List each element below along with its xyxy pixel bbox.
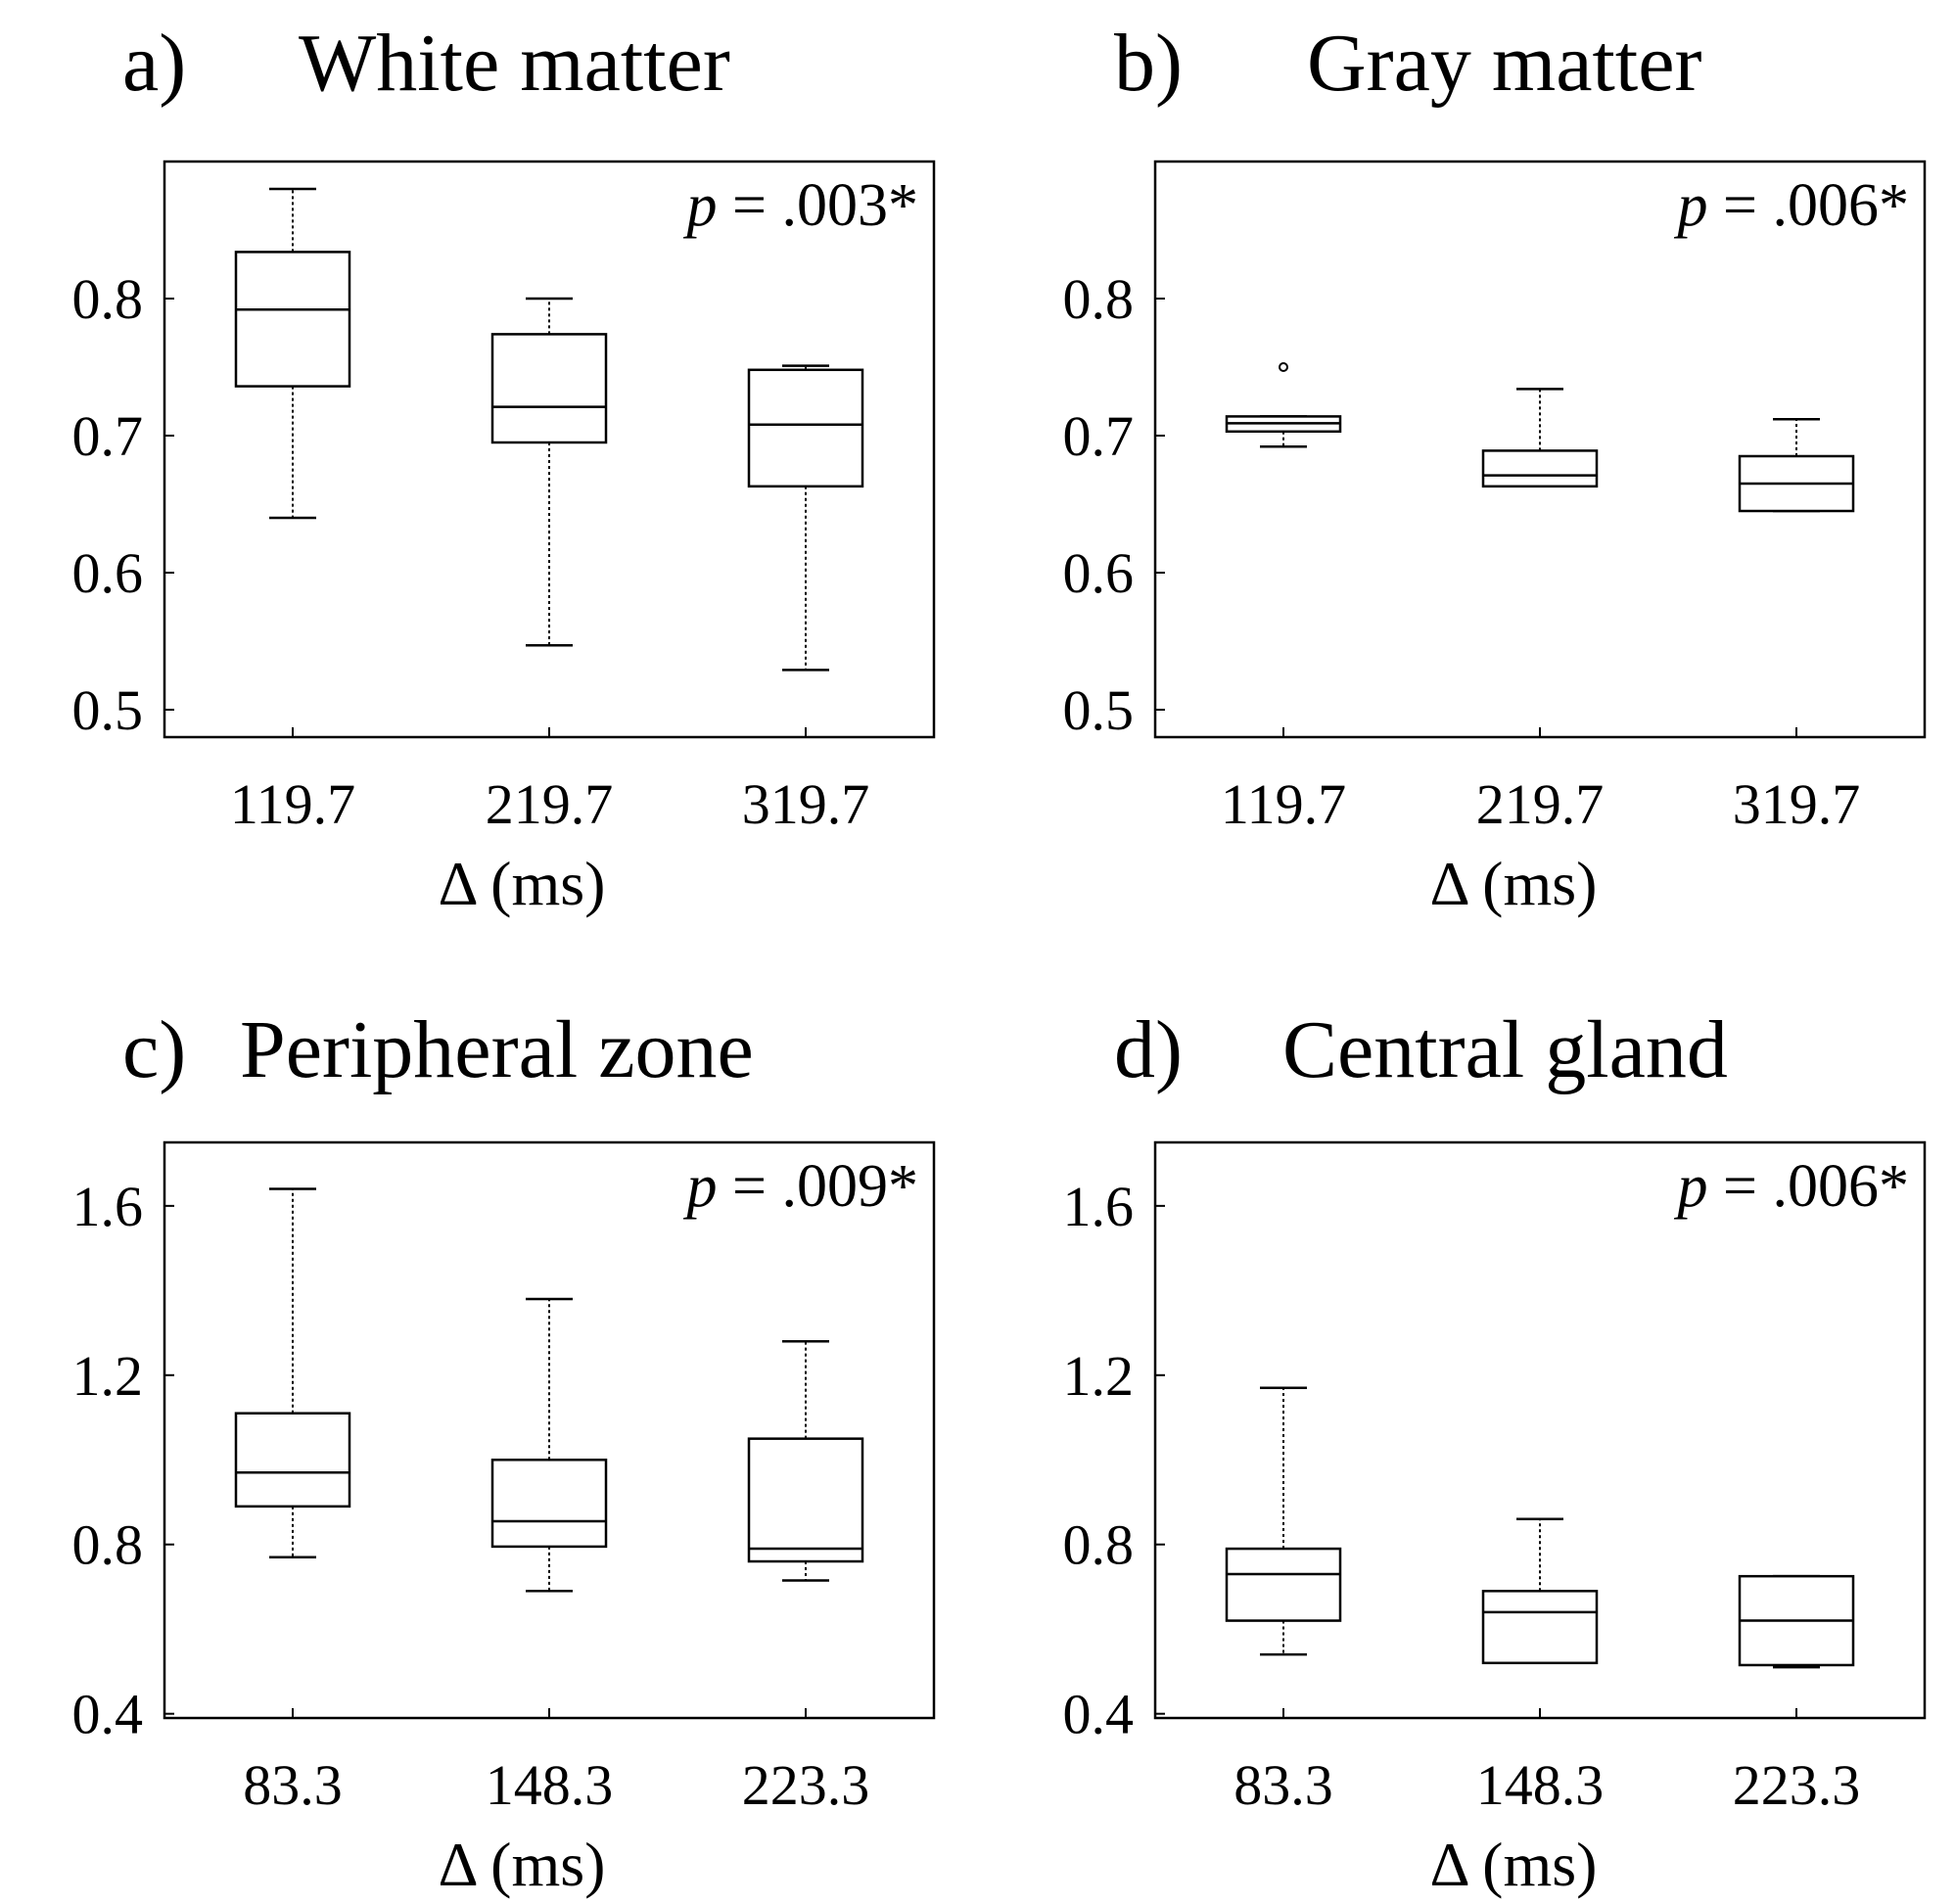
p-symbol: p	[683, 1153, 718, 1220]
p-value-annotation: p = .006*	[1674, 1153, 1909, 1220]
x-tick-label: 83.3	[1234, 1753, 1333, 1817]
boxes-group	[234, 187, 864, 672]
x-tick-label: 319.7	[1733, 772, 1861, 836]
x-axis-label: Δ (ms)	[1430, 849, 1598, 918]
y-tick-label: 0.4	[1063, 1683, 1135, 1746]
p-value-annotation: p = .003*	[683, 172, 918, 239]
x-axis-label: Δ (ms)	[439, 1830, 606, 1899]
x-tick-label: 119.7	[230, 772, 355, 836]
iqr-box	[490, 1459, 608, 1549]
y-tick-label: 1.6	[1063, 1175, 1135, 1238]
p-value: = .003*	[718, 172, 918, 239]
y-tick-label: 1.2	[1063, 1344, 1135, 1408]
box-83.3	[234, 1187, 351, 1558]
iqr-box	[1481, 449, 1599, 488]
y-tick-label: 0.7	[1063, 404, 1135, 468]
x-tick-label: 319.7	[742, 772, 870, 836]
box-148.3	[490, 1297, 608, 1593]
boxes-group	[234, 1187, 864, 1593]
x-tick-label: 148.3	[1476, 1753, 1605, 1817]
panel-white-matter: a) White matter p = .003* 0.5 0.6 0.7 0.…	[72, 18, 936, 918]
p-value-annotation: p = .006*	[1674, 172, 1909, 239]
y-tick-label: 0.8	[1063, 1513, 1135, 1577]
panel-title: Central gland	[1282, 1004, 1728, 1095]
y-ticks: 0.5 0.6 0.7 0.8	[1063, 267, 1135, 742]
iqr-box	[234, 1412, 351, 1509]
p-value: = .006*	[1708, 1153, 1909, 1220]
outlier-point	[1279, 362, 1288, 372]
y-ticks: 0.4 0.8 1.2 1.6	[1063, 1175, 1135, 1746]
x-ticks: 119.7 219.7 319.7	[1221, 772, 1860, 836]
box-119.7	[1225, 362, 1342, 448]
p-value: = .006*	[1708, 172, 1909, 239]
y-tick-label: 1.6	[72, 1175, 144, 1238]
panel-title: Gray matter	[1307, 18, 1701, 109]
y-tick-label: 0.6	[1063, 541, 1135, 605]
iqr-box	[747, 368, 864, 488]
y-tick-label: 0.7	[72, 404, 144, 468]
p-symbol: p	[1674, 172, 1708, 239]
iqr-box	[747, 1437, 864, 1563]
x-tick-label: 219.7	[486, 772, 614, 836]
x-axis-label: Δ (ms)	[439, 849, 606, 918]
x-ticks: 83.3 148.3 223.3	[1234, 1753, 1860, 1817]
x-tick-label: 83.3	[243, 1753, 343, 1817]
panel-label: a)	[122, 18, 186, 109]
panel-peripheral-zone: c) Peripheral zone p = .009* 0.4 0.8 1.2…	[72, 1004, 936, 1899]
x-tick-label: 223.3	[742, 1753, 870, 1817]
iqr-box	[1481, 1590, 1599, 1665]
y-tick-label: 0.5	[1063, 678, 1135, 742]
y-tick-label: 1.2	[72, 1344, 144, 1408]
panel-title: Peripheral zone	[240, 1004, 754, 1095]
panel-label: d)	[1114, 1004, 1183, 1095]
y-tick-label: 0.8	[72, 1513, 144, 1577]
y-tick-label: 0.5	[72, 678, 144, 742]
boxes-group	[1225, 362, 1855, 513]
box-119.7	[234, 187, 351, 520]
x-ticks: 119.7 219.7 319.7	[230, 772, 869, 836]
y-tick-label: 0.8	[1063, 267, 1135, 331]
box-83.3	[1225, 1386, 1342, 1656]
box-219.7	[1481, 388, 1599, 488]
box-319.7	[747, 364, 864, 672]
box-148.3	[1481, 1517, 1599, 1665]
y-tick-label: 0.6	[72, 541, 144, 605]
iqr-box	[1225, 1547, 1342, 1622]
p-value: = .009*	[718, 1153, 918, 1220]
x-tick-label: 119.7	[1221, 772, 1346, 836]
p-symbol: p	[683, 172, 718, 239]
boxes-group	[1225, 1386, 1855, 1669]
panel-label: b)	[1114, 18, 1183, 109]
iqr-box	[490, 333, 608, 444]
x-tick-label: 219.7	[1476, 772, 1605, 836]
panel-central-gland: d) Central gland p = .006* 0.4 0.8 1.2 1…	[1063, 1004, 1927, 1899]
box-223.3	[1738, 1574, 1855, 1669]
x-tick-label: 223.3	[1733, 1753, 1861, 1817]
panel-gray-matter: b) Gray matter p = .006* 0.5 0.6 0.7 0.8…	[1063, 18, 1927, 918]
y-ticks: 0.4 0.8 1.2 1.6	[72, 1175, 144, 1746]
y-tick-label: 0.8	[72, 267, 144, 331]
x-axis-label: Δ (ms)	[1430, 1830, 1598, 1899]
panel-title: White matter	[299, 18, 730, 109]
box-219.7	[490, 297, 608, 647]
p-value-annotation: p = .009*	[683, 1153, 918, 1220]
p-symbol: p	[1674, 1153, 1708, 1220]
y-tick-label: 0.4	[72, 1683, 144, 1746]
x-tick-label: 148.3	[486, 1753, 614, 1817]
x-ticks: 83.3 148.3 223.3	[243, 1753, 869, 1817]
box-319.7	[1738, 417, 1855, 513]
iqr-box	[234, 251, 351, 388]
y-ticks: 0.5 0.6 0.7 0.8	[72, 267, 144, 742]
box-223.3	[747, 1339, 864, 1582]
panel-label: c)	[122, 1004, 186, 1095]
